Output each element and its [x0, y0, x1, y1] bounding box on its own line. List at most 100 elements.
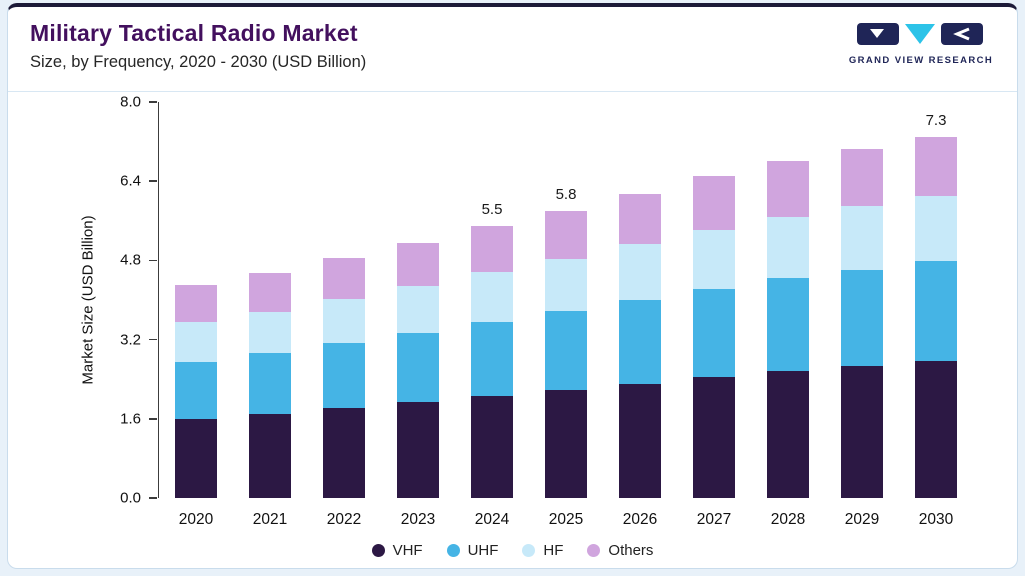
stacked-bar-2028 [767, 161, 809, 498]
stacked-bar-2029 [841, 149, 883, 498]
bar-segment-hf [619, 244, 661, 300]
x-axis-label: 2024 [474, 511, 510, 528]
bar-slot-2027: 2027 [677, 102, 751, 528]
bar-segment-hf [767, 216, 809, 279]
bar-segment-vhf [175, 418, 217, 498]
x-axis-label: 2026 [622, 511, 658, 528]
stacked-bar-2023 [397, 243, 439, 498]
bar-segment-uhf [693, 288, 735, 378]
legend-item-hf: HF [522, 542, 563, 559]
x-axis-label: 2025 [548, 511, 584, 528]
bar-segment-others [397, 243, 439, 287]
bar-segment-hf [693, 229, 735, 289]
legend-label: UHF [467, 542, 499, 559]
x-axis-label: 2029 [844, 511, 880, 528]
bar-segment-uhf [841, 269, 883, 367]
bar-segment-others [323, 257, 365, 300]
bar-segment-uhf [619, 300, 661, 384]
bar-segment-uhf [471, 321, 513, 397]
bar-segment-others [249, 272, 291, 312]
y-axis-tick-mark [149, 418, 157, 420]
bar-segment-vhf [397, 402, 439, 498]
y-axis-tick-mark [149, 259, 157, 262]
legend: VHF UHF HF Others [8, 542, 1017, 559]
legend-item-uhf: UHF [446, 542, 499, 559]
bar-segment-others [471, 225, 513, 272]
bar-segment-hf [249, 311, 291, 354]
x-axis-label: 2020 [178, 511, 214, 528]
y-axis-tick-label: 3.2 [120, 331, 141, 349]
bar-total-label: 5.8 [555, 185, 577, 203]
legend-item-vhf: VHF [371, 542, 423, 559]
bar-slot-2026: 2026 [603, 102, 677, 528]
y-axis-tick-mark [149, 101, 157, 103]
bar-segment-uhf [323, 343, 365, 408]
bar-segment-hf [471, 271, 513, 322]
y-axis-title: Market Size (USD Billion) [79, 215, 97, 385]
bar-segment-uhf [915, 261, 957, 362]
bar-slot-2029: 2029 [825, 102, 899, 528]
bar-segment-others [545, 210, 587, 259]
bar-segment-hf [915, 195, 957, 262]
legend-item-others: Others [587, 542, 653, 559]
bar-segment-hf [323, 299, 365, 344]
y-axis-tick-label: 4.8 [120, 251, 141, 269]
bar-segment-uhf [175, 361, 217, 419]
legend-swatch-vhf [371, 544, 385, 557]
y-axis-tick-label: 0.0 [120, 489, 141, 507]
y-axis-tick-label: 8.0 [120, 93, 141, 111]
legend-label: VHF [392, 542, 423, 559]
header-divider [8, 91, 1017, 92]
bar-segment-uhf [397, 333, 439, 403]
legend-swatch-hf [522, 544, 536, 557]
stacked-bar-2020 [175, 285, 217, 498]
bar-segment-vhf [619, 383, 661, 498]
stacked-bar-2030 [915, 136, 957, 498]
bar-segment-others [175, 285, 217, 323]
bar-segment-vhf [471, 396, 513, 498]
bar-segment-hf [841, 205, 883, 270]
bar-segment-hf [545, 258, 587, 312]
bar-slot-2021: 2021 [233, 102, 307, 528]
grand-view-research-logo: GRAND VIEW RESEARCH [845, 23, 997, 66]
page-title: Military Tactical Radio Market [30, 20, 358, 46]
stacked-bar-2022 [323, 257, 365, 498]
legend-swatch-others [587, 544, 601, 557]
y-axis-tick-mark [149, 497, 157, 499]
stacked-bar-2021 [249, 272, 291, 498]
legend-label: HF [543, 542, 564, 559]
bar-segment-others [841, 149, 883, 206]
legend-label: Others [608, 542, 654, 559]
bar-segment-vhf [249, 413, 291, 498]
bar-total-label: 5.5 [481, 200, 503, 218]
x-axis-label: 2030 [918, 511, 954, 528]
logo-text: GRAND VIEW RESEARCH [848, 55, 994, 66]
y-axis-tick-mark [149, 338, 157, 341]
legend-swatch-uhf [446, 544, 460, 557]
stacked-bar-2024 [471, 225, 513, 498]
x-axis-label: 2028 [770, 511, 806, 528]
stacked-bar-2027 [693, 176, 735, 498]
bar-segment-uhf [249, 353, 291, 414]
x-axis-label: 2023 [400, 511, 436, 528]
page-subtitle: Size, by Frequency, 2020 - 2030 (USD Bil… [30, 53, 367, 71]
bar-slot-2024: 5.5 2024 [455, 102, 529, 528]
bar-segment-vhf [915, 361, 957, 498]
bar-slot-2025: 5.8 2025 [529, 102, 603, 528]
bar-segment-hf [175, 322, 217, 362]
bar-segment-others [915, 136, 957, 196]
bar-segment-vhf [693, 377, 735, 498]
plot-area: 0.0 1.6 3.2 4.8 6.4 8.0 2020 2021 2022 2023 5.5 202… [120, 94, 973, 528]
bar-segment-vhf [545, 390, 587, 498]
bar-segment-vhf [767, 371, 809, 498]
x-axis-label: 2021 [252, 511, 288, 528]
y-axis-tick-label: 1.6 [120, 410, 141, 428]
bar-segment-vhf [323, 407, 365, 498]
bar-segment-others [619, 193, 661, 245]
bar-segment-others [767, 161, 809, 217]
y-axis-tick-mark [149, 180, 157, 182]
stacked-bar-2025 [545, 210, 587, 498]
bar-slot-2020: 2020 [159, 102, 233, 528]
bar-segment-uhf [767, 278, 809, 372]
y-axis-tick-label: 6.4 [120, 172, 141, 190]
